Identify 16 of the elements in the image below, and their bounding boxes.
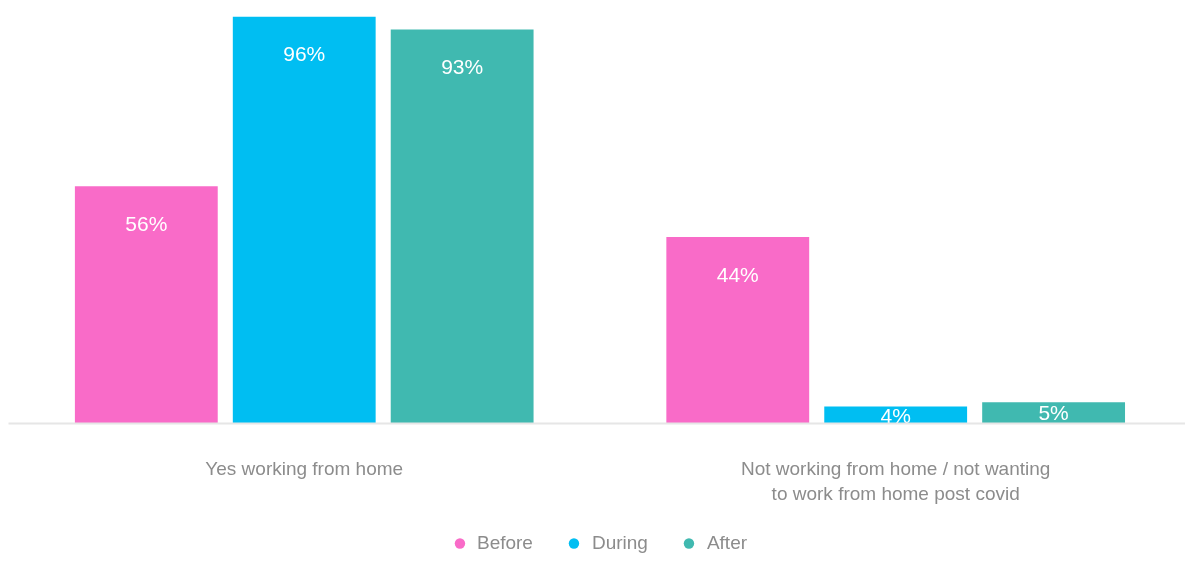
bar (390, 29, 534, 424)
x-tick-label: Not working from home / not wanting to work from home post covid (740, 457, 1051, 504)
bar (232, 16, 376, 424)
data-label: 56% (125, 211, 168, 235)
data-label: 4% (880, 403, 911, 427)
legend-label: During (591, 532, 648, 554)
data-label: 93% (441, 54, 484, 78)
bar (74, 186, 218, 424)
data-label: 44% (716, 262, 759, 286)
data-label: 96% (283, 42, 326, 66)
legend-label: Before (476, 532, 533, 554)
legend-label: After (706, 532, 748, 554)
x-tick-label: Yes working from home (205, 457, 404, 479)
data-label: 5% (1038, 401, 1069, 425)
bar (982, 402, 1126, 424)
bar (666, 237, 810, 424)
